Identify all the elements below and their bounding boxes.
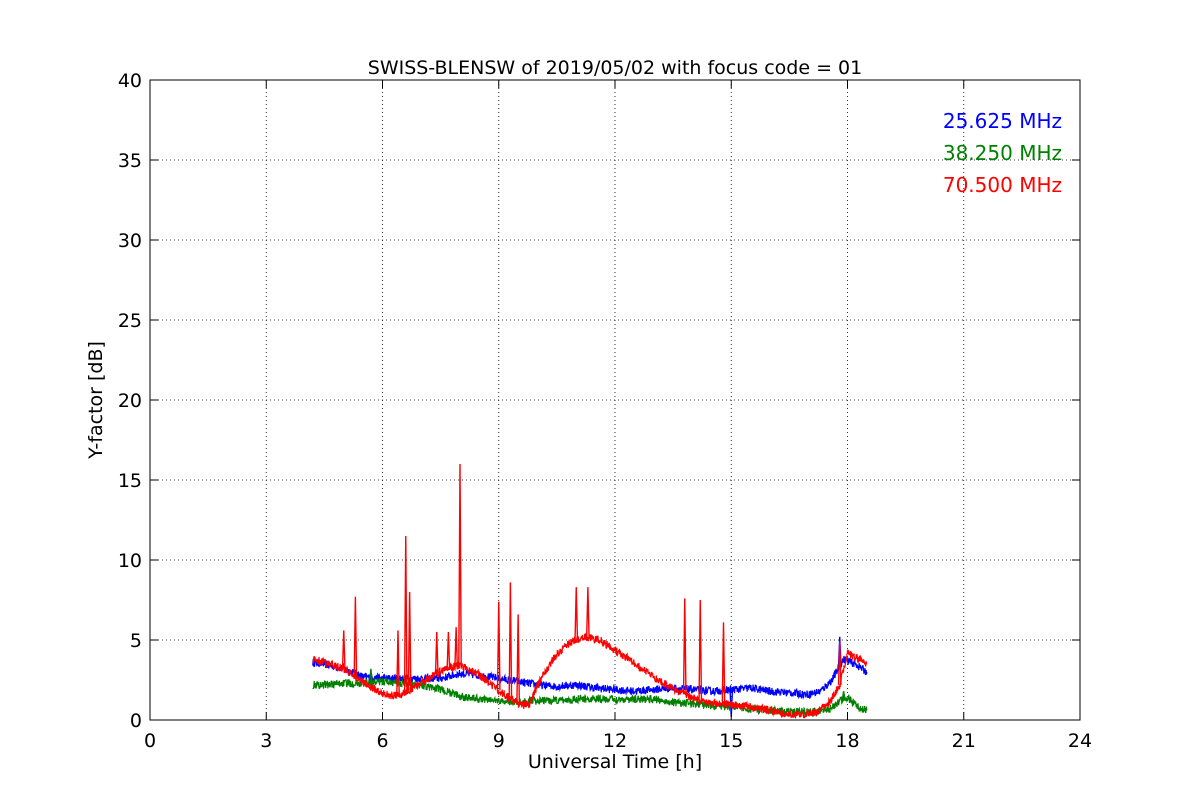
series-spike [353,596,358,678]
x-tick-label: 6 [376,730,388,752]
legend-entry: 38.250 MHz [943,141,1062,165]
x-tick-label: 21 [952,730,976,752]
x-tick-label: 9 [493,730,505,752]
series-spike [454,627,459,667]
axis-ticks: 0 3 6 9 12 15 18 21 24 0 5 10 15 20 25 30 35 40 [118,70,1092,752]
series-spike [403,535,408,693]
y-tick-label: 0 [130,710,142,732]
series-70-500-mhz [312,463,868,719]
series-spike [396,630,400,695]
series-spike [516,614,521,704]
series-spike [458,463,462,666]
legend-entry: 70.500 MHz [943,173,1062,197]
y-tick-label: 5 [130,630,142,652]
series-spike [496,601,501,691]
grid-lines [150,80,1080,720]
series-spike [698,599,703,701]
x-tick-label: 24 [1068,730,1092,752]
x-tick-label: 18 [835,730,859,752]
series-spike [574,587,579,641]
x-axis-label: Universal Time [h] [528,751,702,773]
series-spike [341,630,346,669]
series-line [312,632,868,719]
series-spike [585,587,590,638]
series-spike [407,591,412,691]
x-tick-label: 3 [260,730,272,752]
series-spike [508,582,513,699]
y-tick-label: 10 [118,550,142,572]
y-tick-label: 35 [118,150,142,172]
series-spike [841,691,846,700]
y-tick-label: 40 [118,70,142,92]
series-spike [434,631,439,674]
chart-title: SWISS-BLENSW of 2019/05/02 with focus co… [368,57,862,79]
series-spike [368,668,373,683]
series-layer [312,463,868,719]
legend-entry: 25.625 MHz [943,109,1062,133]
series-spike [721,622,726,705]
y-axis-label: Y-factor [dB] [85,341,107,460]
y-tick-label: 25 [118,310,142,332]
series-spike [682,598,687,695]
x-tick-label: 12 [603,730,627,752]
x-tick-label: 0 [144,730,156,752]
series-spike [446,631,451,669]
y-tick-label: 30 [118,230,142,252]
y-tick-label: 15 [118,470,142,492]
y-tick-label: 20 [118,390,142,412]
legend: 25.625 MHz 38.250 MHz 70.500 MHz [943,109,1062,197]
series-spike [837,641,842,685]
x-tick-label: 15 [719,730,743,752]
